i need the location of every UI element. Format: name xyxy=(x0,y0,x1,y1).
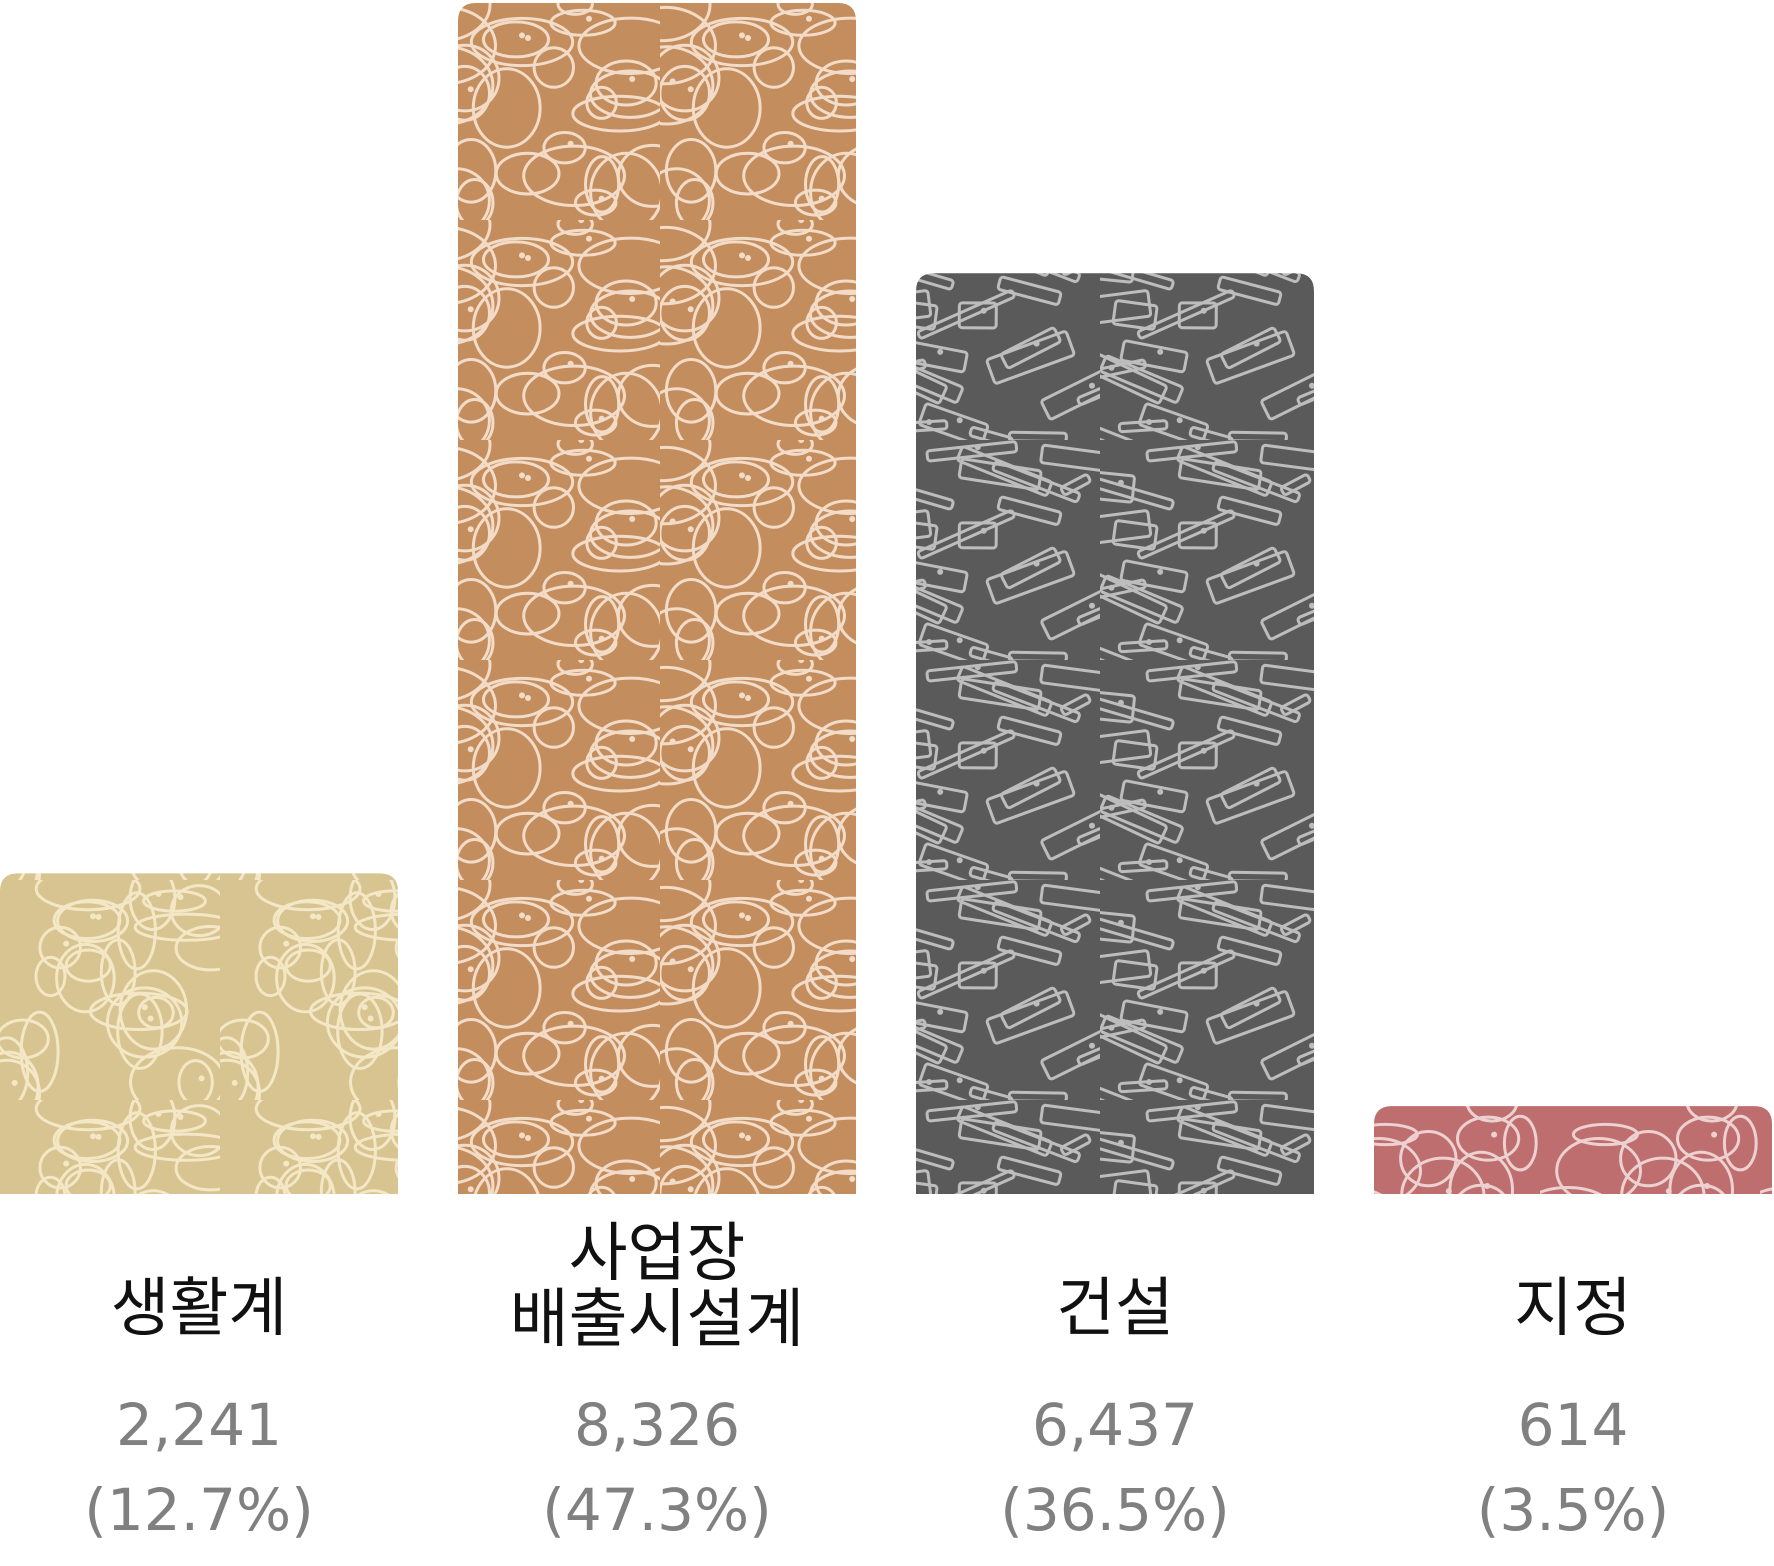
bars-layer xyxy=(0,3,1772,1195)
value-label: 8,326 xyxy=(574,1391,740,1459)
value-label: 2,241 xyxy=(116,1391,282,1459)
bar-designated xyxy=(1374,1106,1772,1194)
category-label: 지정 xyxy=(1514,1272,1632,1346)
bar-construction xyxy=(916,273,1314,1195)
percent-label: (36.5%) xyxy=(1000,1476,1230,1544)
percent-label: (47.3%) xyxy=(542,1476,772,1544)
value-label: 6,437 xyxy=(1032,1391,1198,1459)
percent-label: (12.7%) xyxy=(84,1476,314,1544)
category-label: 건설 xyxy=(1056,1272,1174,1346)
category-label: 사업장 xyxy=(569,1217,746,1291)
bar-household xyxy=(0,873,398,1194)
category-label: 배출시설계 xyxy=(510,1283,804,1357)
percent-label: (3.5%) xyxy=(1477,1476,1670,1544)
value-label: 614 xyxy=(1518,1391,1629,1459)
bar-industrial-facility xyxy=(458,3,856,1194)
category-label: 생활계 xyxy=(111,1272,288,1346)
